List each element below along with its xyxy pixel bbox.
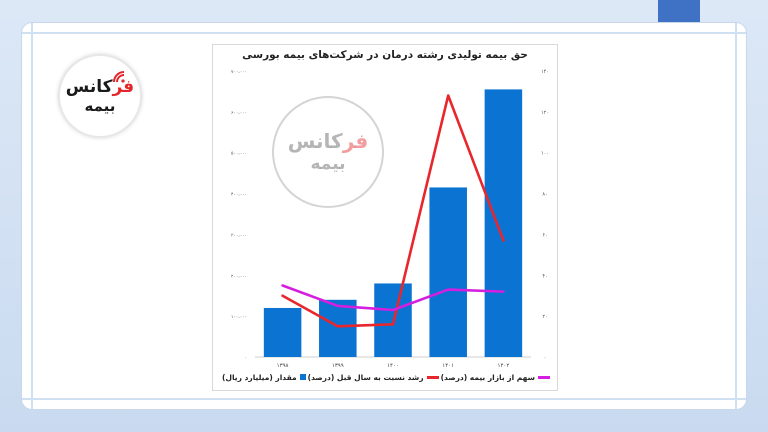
x-tick-label: ۱۳۹۹ bbox=[332, 363, 344, 369]
chart-legend: مقدار (میلیارد ریال) رشد نسبت به سال قبل… bbox=[221, 369, 551, 385]
legend-swatch-line bbox=[538, 375, 550, 379]
frame-line bbox=[31, 23, 33, 409]
watermark-text-bottom: بیمه bbox=[310, 154, 346, 174]
y-tick-label-left: ۵۰۰،۰۰۰ bbox=[231, 152, 247, 157]
signal-icon bbox=[113, 71, 125, 83]
y-tick-label-left: ۱۰۰،۰۰۰ bbox=[231, 315, 247, 320]
y-tick-label-right: ۶۰ bbox=[542, 232, 547, 238]
market-share-point bbox=[447, 288, 450, 291]
y-tick-label-right: ۰ bbox=[544, 355, 547, 361]
market-share-point bbox=[336, 305, 339, 307]
market-share-point bbox=[281, 284, 284, 287]
legend-label: سهم از بازار بیمه (درصد) bbox=[440, 372, 535, 382]
y-tick-label-left: ۳۰۰،۰۰۰ bbox=[231, 232, 247, 238]
y-tick-label-right: ۲۰ bbox=[542, 314, 547, 320]
bar bbox=[319, 299, 357, 357]
bar bbox=[429, 187, 467, 357]
watermark-text-top: فرکانس bbox=[287, 129, 369, 153]
frame-line bbox=[22, 398, 746, 400]
growth-point bbox=[447, 94, 450, 97]
bar bbox=[263, 307, 302, 357]
legend-label: رشد نسبت به سال قبل (درصد) bbox=[307, 372, 424, 382]
market-share-point bbox=[392, 309, 394, 311]
growth-point bbox=[502, 239, 505, 242]
y-tick-label-right: ۱۴۰ bbox=[541, 69, 549, 75]
bar bbox=[484, 89, 523, 357]
legend-item-bars: مقدار (میلیارد ریال) bbox=[222, 373, 306, 382]
y-tick-label-left: ۷۰۰،۰۰۰ bbox=[231, 70, 247, 75]
growth-point bbox=[392, 323, 394, 326]
y-tick-label-left: ۶۰۰،۰۰۰ bbox=[231, 111, 247, 116]
x-tick-label: ۱۴۰۱ bbox=[442, 363, 454, 369]
x-tick-label: ۱۴۰۰ bbox=[387, 363, 399, 369]
y-tick-label-left: ۲۰۰،۰۰۰ bbox=[231, 274, 247, 279]
y-tick-label-right: ۴۰ bbox=[542, 273, 547, 279]
y-tick-label-left: ۴۰۰،۰۰۰ bbox=[231, 193, 247, 198]
watermark-logo: فرکانس بیمه bbox=[272, 96, 384, 208]
logo-text-bottom: بیمه bbox=[84, 97, 116, 115]
legend-item-share: سهم از بازار بیمه (درصد) bbox=[441, 373, 550, 382]
y-tick-label-right: ۱۰۰ bbox=[541, 151, 549, 157]
legend-swatch-bar bbox=[299, 374, 306, 380]
growth-point bbox=[281, 294, 284, 297]
legend-item-growth: رشد نسبت به سال قبل (درصد) bbox=[308, 373, 439, 382]
legend-swatch-line bbox=[426, 375, 439, 379]
frame-line bbox=[735, 23, 737, 409]
market-share-point bbox=[502, 290, 505, 293]
y-tick-label-right: ۸۰ bbox=[542, 192, 547, 198]
brand-logo: فرکانس بیمه bbox=[58, 54, 142, 138]
x-tick-label: ۱۴۰۲ bbox=[497, 363, 509, 369]
y-tick-label-left: ۰ bbox=[245, 356, 247, 361]
chart: ۰ ۱۰۰،۰۰۰ ۲۰۰،۰۰۰ ۳۰۰،۰۰۰ ۴۰۰،۰۰۰ ۵۰۰،۰۰۰ ۶۰۰،… bbox=[231, 69, 549, 369]
legend-label: مقدار (میلیارد ریال) bbox=[222, 372, 297, 382]
chart-panel: ۰ ۱۰۰،۰۰۰ ۲۰۰،۰۰۰ ۳۰۰،۰۰۰ ۴۰۰،۰۰۰ ۵۰۰،۰۰۰ ۶۰۰،… bbox=[212, 44, 558, 391]
y-tick-label-right: ۱۲۰ bbox=[541, 110, 549, 116]
growth-point bbox=[336, 325, 339, 328]
frame-line bbox=[22, 32, 746, 34]
chart-title: حق بیمه تولیدی رشته درمان در شرکت‌های بی… bbox=[242, 49, 528, 61]
x-tick-label: ۱۳۹۸ bbox=[277, 363, 289, 369]
